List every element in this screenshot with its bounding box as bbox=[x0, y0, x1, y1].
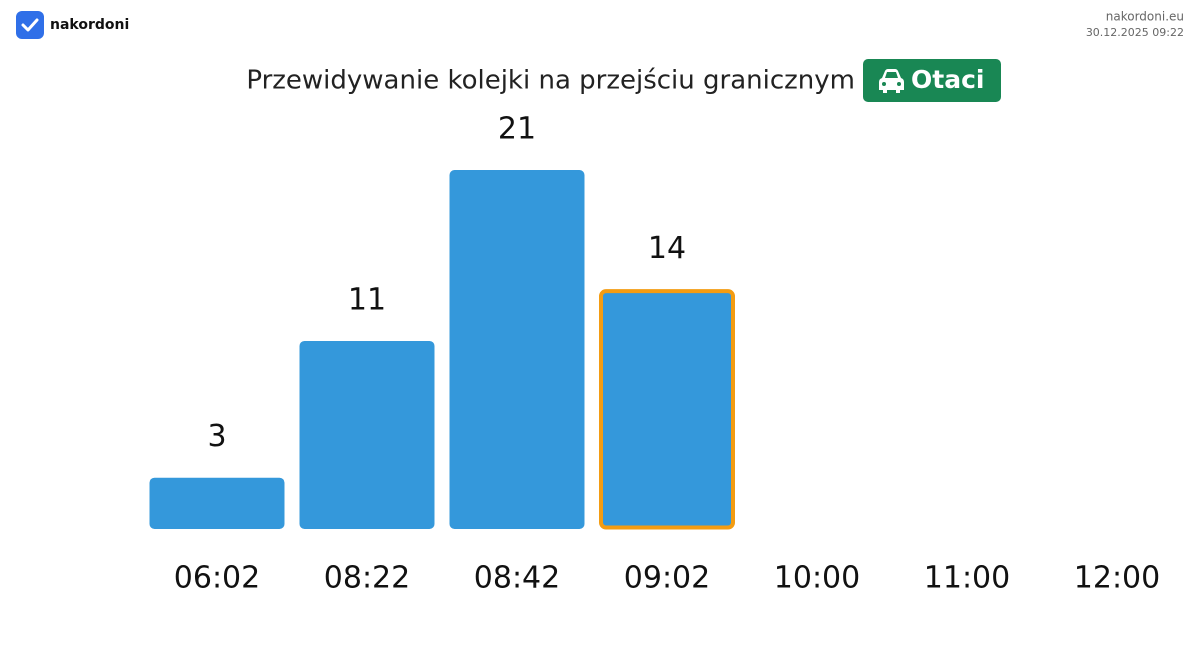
x-tick-label: 08:42 bbox=[474, 561, 560, 596]
bar bbox=[599, 289, 735, 530]
logo-check bbox=[21, 18, 39, 32]
x-tick-label: 08:22 bbox=[324, 561, 410, 596]
value-label: 11 bbox=[348, 282, 386, 317]
x-tick-label: 09:02 bbox=[624, 561, 710, 596]
value-label: 21 bbox=[498, 112, 536, 147]
badge-label: Otaci bbox=[911, 65, 984, 94]
x-tick-label: 11:00 bbox=[924, 561, 1010, 596]
brand: nakordoni bbox=[50, 17, 129, 33]
chart-title: Przewidywanie kolejki na przejściu grani… bbox=[246, 66, 855, 96]
x-tick-label: 12:00 bbox=[1074, 561, 1160, 596]
value-label: 14 bbox=[648, 231, 686, 266]
x-tick-label: 10:00 bbox=[774, 561, 860, 596]
bar bbox=[449, 170, 585, 529]
bar bbox=[149, 477, 285, 529]
logo bbox=[16, 11, 44, 39]
site: nakordoni.eu bbox=[1106, 10, 1184, 24]
bar bbox=[299, 340, 435, 529]
x-tick-label: 06:02 bbox=[174, 561, 260, 596]
value-label: 3 bbox=[207, 419, 226, 454]
car-icon bbox=[879, 69, 904, 93]
timestamp: 30.12.2025 09:22 bbox=[1086, 26, 1184, 39]
